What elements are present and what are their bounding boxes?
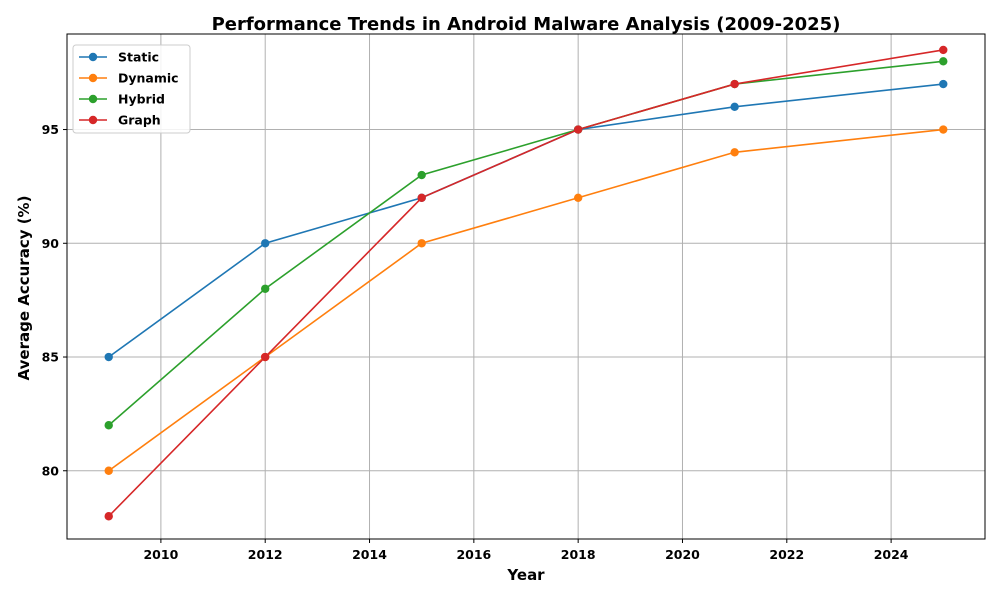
legend-label-dynamic: Dynamic — [118, 71, 179, 86]
data-point-dynamic — [573, 193, 583, 202]
legend: Static Dynamic Hybrid Graph — [72, 44, 191, 134]
x-tick-label: 2016 — [456, 547, 491, 562]
data-point-dynamic — [939, 125, 948, 134]
data-point-static — [939, 79, 948, 89]
data-point-dynamic — [104, 466, 113, 475]
series-line-hybrid — [108, 60, 944, 426]
y-tick-label: 90 — [42, 236, 60, 251]
data-point-hybrid — [261, 284, 270, 293]
legend-frame — [72, 44, 191, 134]
x-tick-label: 2024 — [874, 547, 909, 562]
data-point-hybrid — [939, 57, 948, 66]
legend-marker-static — [88, 52, 98, 62]
legend-marker-graph — [88, 115, 98, 125]
grid — [67, 34, 985, 539]
x-tick-label: 2018 — [561, 547, 596, 562]
data-point-static — [261, 239, 270, 248]
data-point-static — [104, 352, 113, 362]
x-tick-label: 2020 — [665, 547, 700, 562]
data-point-hybrid — [104, 421, 113, 430]
y-tick-label: 85 — [42, 350, 59, 365]
legend-label-static: Static — [118, 50, 159, 65]
x-tick-label: 2022 — [769, 547, 804, 562]
data-point-static — [730, 102, 739, 111]
data-point-graph — [261, 352, 270, 362]
y-tick-label: 95 — [42, 122, 59, 137]
data-point-dynamic — [417, 239, 426, 248]
y-tick-label: 80 — [42, 463, 60, 478]
legend-marker-hybrid — [88, 94, 98, 104]
series-group — [104, 45, 948, 521]
legend-label-hybrid: Hybrid — [118, 92, 165, 107]
x-axis-label: Year — [506, 566, 545, 584]
series-line-dynamic — [108, 128, 944, 472]
plot-area — [66, 33, 986, 540]
x-tick-label: 2010 — [143, 547, 178, 562]
x-tick-label: 2012 — [248, 547, 283, 562]
legend-marker-dynamic — [88, 73, 98, 83]
chart-title: Performance Trends in Android Malware An… — [212, 14, 841, 35]
data-point-graph — [939, 45, 948, 55]
data-point-graph — [104, 512, 113, 521]
data-point-graph — [730, 79, 739, 89]
data-point-dynamic — [730, 148, 739, 157]
data-point-graph — [417, 193, 426, 202]
series-line-graph — [108, 49, 944, 517]
data-point-graph — [573, 125, 583, 134]
x-tick-label: 2014 — [352, 547, 387, 562]
data-point-hybrid — [417, 170, 426, 180]
legend-label-graph: Graph — [118, 113, 161, 128]
axis-ticks: 2010 2012 2014 2016 2018 2020 2022 2024 80 85 90 95 — [42, 122, 909, 562]
y-axis-label: Average Accuracy (%) — [15, 196, 33, 381]
